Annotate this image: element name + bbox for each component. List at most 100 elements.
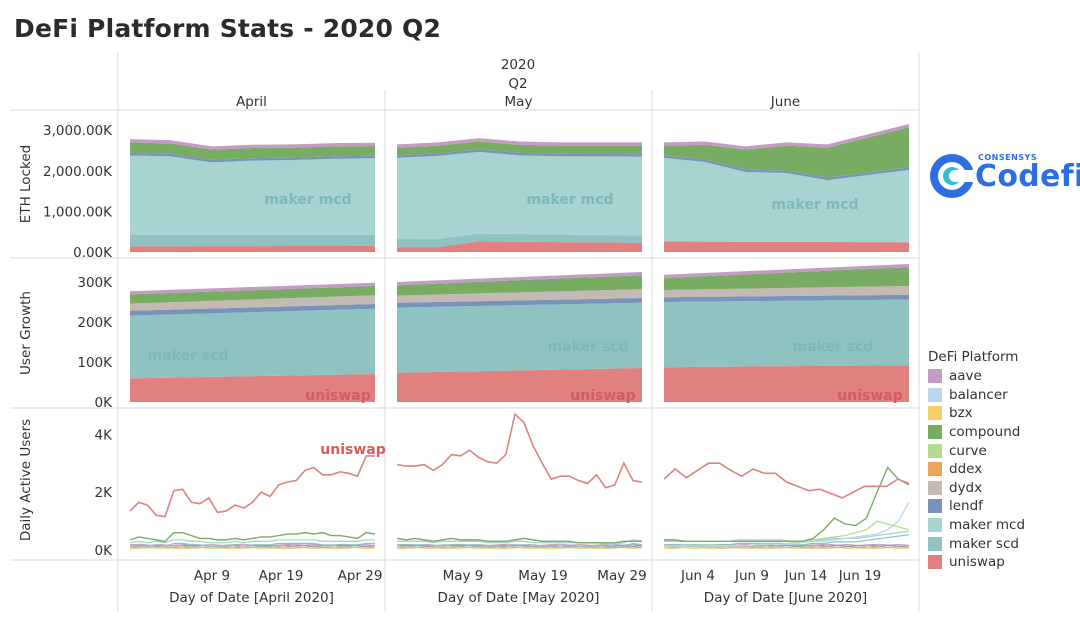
area-compound	[664, 267, 909, 290]
area-uniswap	[130, 374, 375, 402]
area-maker-scd	[397, 302, 642, 373]
codefi-logo-icon	[930, 154, 976, 198]
legend-label: curve	[949, 442, 987, 459]
x-tick-label: Jun 4	[680, 568, 715, 584]
line-maker-scd	[397, 542, 643, 549]
area-uniswap	[397, 241, 642, 252]
y-axis-title: ETH Locked	[18, 145, 34, 223]
line-curve	[664, 520, 910, 547]
legend-label: dydx	[949, 479, 983, 496]
area-dydx	[397, 289, 642, 303]
legend-item-compound[interactable]: compound	[928, 423, 1078, 442]
area-compound	[397, 141, 642, 156]
x-tick-label: Apr 29	[338, 568, 383, 584]
month-header: April	[236, 94, 267, 110]
y-tick-label: 2,000.00K	[43, 164, 113, 180]
legend-swatch	[928, 518, 942, 533]
logo-codefi-text: Codefi	[975, 159, 1080, 194]
x-tick-label: Jun 19	[838, 568, 882, 584]
y-tick-label: 200K	[77, 315, 113, 331]
legend-item-curve[interactable]: curve	[928, 441, 1078, 460]
x-tick-label: May 9	[443, 568, 484, 584]
series-label: uniswap	[837, 388, 902, 404]
legend-title: DeFi Platform	[928, 349, 1019, 365]
y-tick-label: 4K	[95, 427, 114, 443]
legend-item-lendf[interactable]: lendf	[928, 497, 1078, 516]
x-axis-title: Day of Date [May 2020]	[438, 590, 600, 606]
legend-label: uniswap	[949, 554, 1005, 571]
legend-item-aave[interactable]: aave	[928, 367, 1078, 386]
area-aave	[664, 124, 909, 150]
area-maker-mcd	[130, 155, 375, 235]
area-maker-scd	[130, 308, 375, 379]
area-lendf	[130, 304, 375, 316]
area-aave	[130, 139, 375, 150]
series-label: uniswap	[570, 388, 635, 404]
series-label: uniswap	[305, 388, 370, 404]
line-compound	[396, 537, 642, 544]
legend-swatch	[928, 536, 942, 551]
line-compound	[129, 531, 376, 543]
y-tick-label: 0K	[95, 543, 114, 559]
legend-item-ddex[interactable]: ddex	[928, 460, 1078, 479]
area-lendf	[397, 149, 642, 158]
series-label: uniswap	[320, 442, 385, 458]
area-uniswap	[664, 241, 909, 252]
legend-swatch	[928, 462, 942, 477]
line-maker-scd	[129, 542, 375, 547]
area-lendf	[664, 294, 909, 302]
legend-item-balancer[interactable]: balancer	[928, 386, 1078, 405]
x-tick-label: Apr 19	[259, 568, 304, 584]
series-label: maker mcd	[264, 192, 351, 208]
area-maker-mcd	[397, 151, 642, 240]
x-tick-label: Apr 9	[194, 568, 230, 584]
legend-label: lendf	[949, 498, 983, 515]
legend-label: ddex	[949, 461, 983, 478]
legend-item-dydx[interactable]: dydx	[928, 479, 1078, 498]
logo-consensys-text: CONSENSYS	[978, 153, 1038, 162]
legend-swatch	[928, 369, 942, 384]
line-uniswap	[396, 412, 643, 489]
series-label: maker scd	[793, 339, 874, 355]
legend-item-maker-mcd[interactable]: maker mcd	[928, 516, 1078, 535]
legend-item-uniswap[interactable]: uniswap	[928, 553, 1078, 572]
codefi-logo	[928, 150, 1074, 202]
area-compound	[664, 127, 909, 178]
month-header: May	[505, 94, 533, 110]
line-uniswap	[663, 462, 910, 499]
legend-label: compound	[949, 424, 1021, 441]
legend: DeFi Platform aave balancer bzx compound cur…	[928, 349, 1078, 572]
legend-swatch	[928, 387, 942, 402]
month-header: June	[770, 94, 800, 110]
legend-item-bzx[interactable]: bzx	[928, 404, 1078, 423]
series-label: maker mcd	[771, 197, 858, 213]
y-tick-label: 100K	[77, 355, 113, 371]
y-tick-label: 3,000.00K	[43, 123, 113, 139]
area-dydx	[664, 286, 909, 298]
series-label: maker scd	[548, 339, 629, 355]
area-lendf	[130, 152, 375, 163]
area-lendf	[397, 298, 642, 308]
area-maker-mcd	[664, 157, 909, 243]
faceted-chart: 2020 Q2 April May June Day of Date [April 202…	[10, 52, 920, 612]
area-aave	[664, 264, 909, 278]
legend-label: bzx	[949, 405, 973, 422]
y-tick-label: 2K	[95, 485, 114, 501]
series-label: maker mcd	[526, 192, 613, 208]
series-label: maker scd	[148, 348, 229, 364]
y-tick-label: 0.00K	[73, 245, 113, 261]
legend-item-maker-scd[interactable]: maker scd	[928, 534, 1078, 553]
area-maker-scd	[397, 233, 642, 248]
legend-swatch	[928, 425, 942, 440]
line-uniswap	[129, 455, 375, 518]
area-aave	[397, 272, 642, 286]
area-aave	[130, 282, 375, 295]
page-title: DeFi Platform Stats - 2020 Q2	[14, 14, 442, 43]
area-dydx	[130, 295, 375, 311]
legend-label: maker scd	[949, 535, 1019, 552]
legend-swatch	[928, 499, 942, 514]
y-tick-label: 0K	[95, 395, 114, 411]
legend-swatch	[928, 443, 942, 458]
line-maker-mcd	[397, 539, 643, 545]
area-uniswap	[664, 365, 909, 402]
